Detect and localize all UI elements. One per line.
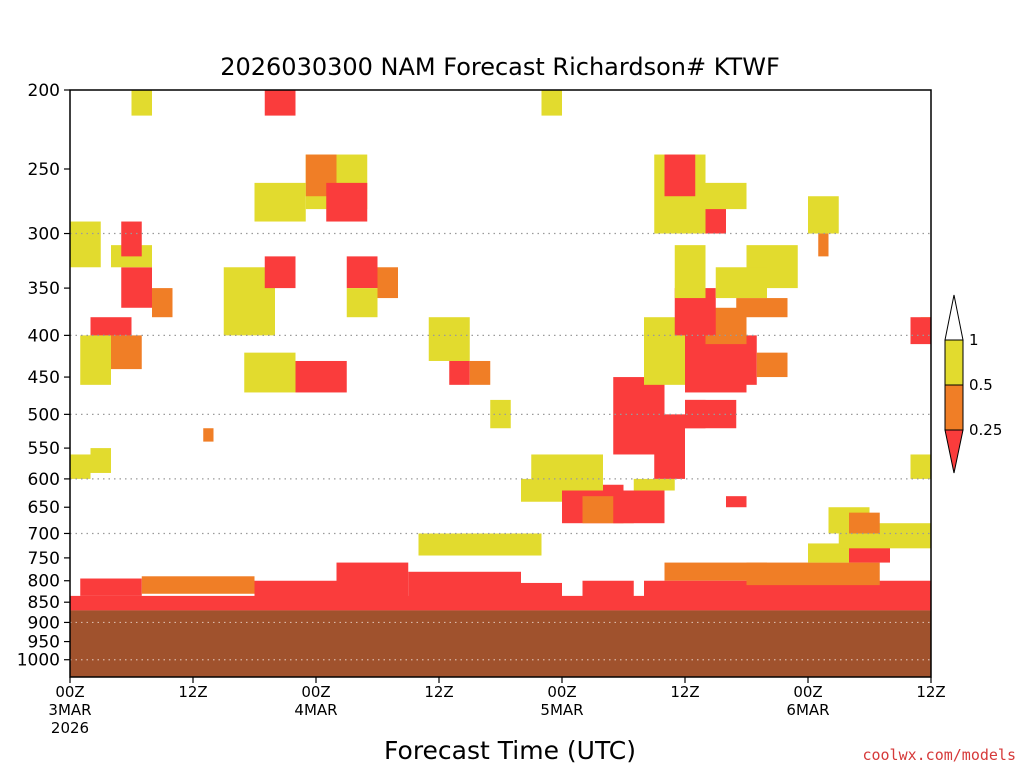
ri-cell-2 [141,576,255,594]
ri-cell-52 [264,90,296,116]
y-tick-label-800: 800 [28,572,60,592]
ri-cell-37 [80,335,111,385]
ri-cell-69 [818,233,829,257]
y-tick-label-450: 450 [28,368,60,388]
x-tick-label-0-0: 00Z [55,683,84,701]
ri-cell-63 [203,428,214,442]
y-tick-label-650: 650 [28,498,60,518]
x-tick-label-5-0: 12Z [670,683,699,701]
ri-cell-3 [254,580,337,603]
y-tick-label-350: 350 [28,279,60,299]
ri-cell-44 [90,448,111,473]
ri-cell-7 [521,582,562,603]
terrain-layer [70,610,931,677]
ri-cell-38 [121,267,152,308]
ri-cell-57 [377,267,398,299]
ri-cell-47 [295,360,347,393]
x-tick-label-4-0: 00Z [547,683,576,701]
ri-cell-59 [428,317,470,361]
ri-cell-31 [664,154,696,197]
y-tick-label-300: 300 [28,225,60,245]
ri-cell-36 [111,335,142,370]
ri-cell-9 [664,562,767,581]
ri-cell-60 [449,360,470,385]
ri-cell-53 [131,90,152,116]
x-tick-label-4-1: 5MAR [540,701,583,719]
ri-cell-51 [254,182,306,222]
ri-cell-66 [736,298,788,318]
ri-cell-75 [849,512,880,534]
x-tick-label-0-2: 2026 [51,719,89,737]
ri-cell-1 [80,578,142,596]
ri-cell-11 [746,562,880,586]
x-tick-label-3-0: 12Z [424,683,453,701]
x-tick-label-0-1: 3MAR [48,701,91,719]
ri-cell-67 [756,352,788,378]
ri-cell-8 [582,580,634,601]
colorbar-yellow [944,339,964,386]
ri-cell-20 [531,454,603,491]
y-tick-label-550: 550 [28,439,60,459]
ri-cell-50 [326,182,368,222]
x-tick-label-7-0: 12Z [916,683,945,701]
ri-cell-34 [685,399,706,429]
ri-cell-43 [70,454,91,479]
ri-cell-39 [152,288,173,318]
ri-cell-73 [726,496,747,508]
colorbar-top-arrow [944,294,964,341]
colorbar: 1 0.5 0.25 [944,294,1002,474]
x-tick-label-2-0: 00Z [301,683,330,701]
ri-cell-42 [70,221,101,268]
ri-cell-4 [336,562,409,599]
colorbar-label-2: 0.25 [969,421,1002,439]
y-tick-label-950: 950 [28,633,60,653]
y-tick-label-850: 850 [28,593,60,613]
colorbar-orange [944,384,964,431]
x-axis-label: Forecast Time (UTC) [384,736,636,765]
ri-cell-18 [613,490,665,524]
x-tick-label-6-0: 00Z [793,683,822,701]
plot-frame [69,89,932,678]
ri-cell-61 [469,360,491,385]
ri-cell-55 [264,256,296,289]
plot-fills [70,90,931,611]
ri-cell-22 [654,414,685,479]
chart-title: 2026030300 NAM Forecast Richardson# KTWF [220,53,780,81]
ri-cell-32 [705,182,747,210]
ri-cell-56 [346,256,378,289]
y-tick-label-1000: 1000 [17,651,60,671]
y-tick-label-400: 400 [28,326,60,346]
ri-cell-68 [808,196,839,234]
y-tick-label-200: 200 [28,81,60,101]
colorbar-bottom-arrow [944,429,964,474]
grid-layer [70,232,931,661]
credit-text: coolwx.com/models [862,746,1016,764]
y-axis: 200 250 300 350 400 450 500 550 600 650 700 750 8008… [17,81,70,671]
x-tick-label-2-1: 4MAR [294,701,337,719]
ri-cell-65 [715,267,767,299]
terrain-fill [70,610,931,677]
colorbar-label-1: 0.5 [969,376,993,394]
y-tick-label-900: 900 [28,613,60,633]
ri-cell-46 [244,352,296,393]
ri-cell-71 [910,317,931,345]
ri-cell-58 [346,288,378,318]
ri-cell-54 [541,90,562,116]
ri-cell-6 [418,533,542,556]
y-tick-label-700: 700 [28,524,60,544]
y-tick-label-750: 750 [28,549,60,569]
colorbar-label-0: 1 [969,331,979,349]
ri-cell-19 [633,478,675,491]
y-tick-label-600: 600 [28,470,60,490]
x-tick-label-6-1: 6MAR [786,701,829,719]
y-tick-label-500: 500 [28,405,60,425]
ri-cell-33 [674,245,706,299]
y-tick-label-250: 250 [28,160,60,180]
ri-cell-5 [408,571,521,601]
ri-cell-41 [121,221,142,257]
x-tick-label-1-0: 12Z [178,683,207,701]
ri-cell-72 [910,454,931,479]
